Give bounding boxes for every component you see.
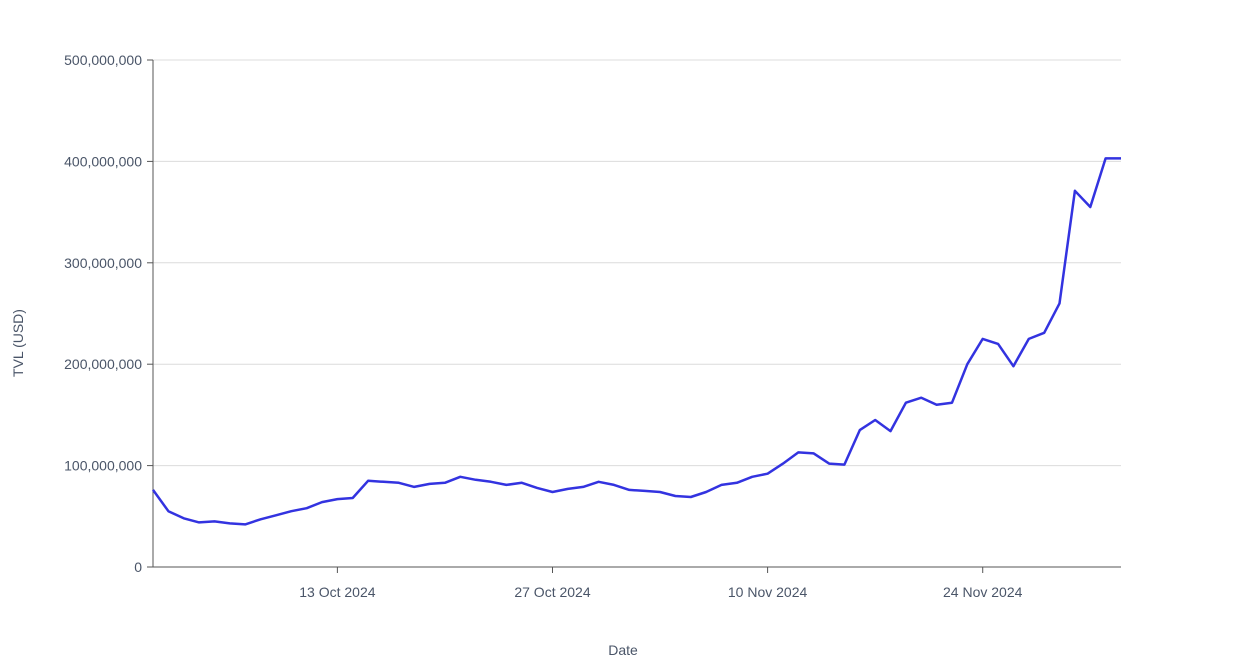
y-tick-label: 300,000,000 xyxy=(64,255,142,271)
y-tick-label: 100,000,000 xyxy=(64,458,142,474)
y-axis-title: TVL (USD) xyxy=(10,309,26,377)
x-tick-label: 13 Oct 2024 xyxy=(299,584,375,600)
y-axis-ticks: 0 100,000,000 200,000,000 300,000,000 400,00… xyxy=(64,52,153,575)
y-tick-label: 0 xyxy=(134,559,142,575)
x-tick-label: 10 Nov 2024 xyxy=(728,584,808,600)
y-tick-label: 200,000,000 xyxy=(64,356,142,372)
y-tick-label: 500,000,000 xyxy=(64,52,142,68)
x-tick-label: 27 Oct 2024 xyxy=(514,584,590,600)
y-tick-label: 400,000,000 xyxy=(64,153,142,169)
tvl-series-line xyxy=(151,157,1121,526)
x-axis-ticks: 13 Oct 2024 27 Oct 2024 10 Nov 2024 24 Nov … xyxy=(299,567,1023,600)
gridlines xyxy=(153,59,1121,467)
x-axis-title: Date xyxy=(608,642,638,658)
x-tick-label: 24 Nov 2024 xyxy=(943,584,1023,600)
